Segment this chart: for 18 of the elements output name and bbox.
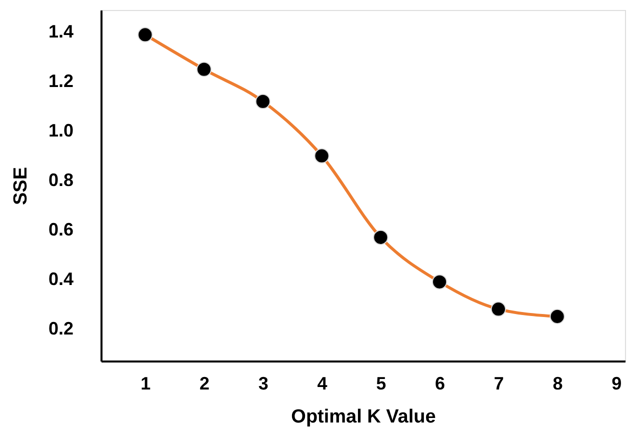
x-tick-label: 4 — [317, 374, 328, 394]
x-tick-label: 1 — [140, 374, 151, 394]
y-tick-label: 1.4 — [48, 22, 74, 42]
y-tick-label: 1.2 — [48, 71, 74, 92]
x-tick-label: 2 — [200, 374, 210, 394]
y-axis-title: SSE — [10, 166, 32, 206]
y-tick-label: 0.4 — [48, 268, 74, 289]
x-tick-label: 7 — [494, 374, 504, 394]
y-tick-label: 0.8 — [48, 170, 74, 190]
x-tick-label: 8 — [552, 374, 563, 394]
x-tick-label: 6 — [435, 374, 446, 394]
y-tick-label: 1.0 — [48, 120, 74, 141]
x-tick-label: 9 — [612, 374, 622, 394]
y-tick-label: 0.2 — [48, 318, 74, 338]
x-axis-title: Optimal K Value — [291, 406, 436, 428]
x-tick-label: 3 — [258, 374, 268, 394]
x-tick-label: 5 — [376, 374, 386, 394]
y-tick-label: 0.6 — [48, 219, 74, 240]
